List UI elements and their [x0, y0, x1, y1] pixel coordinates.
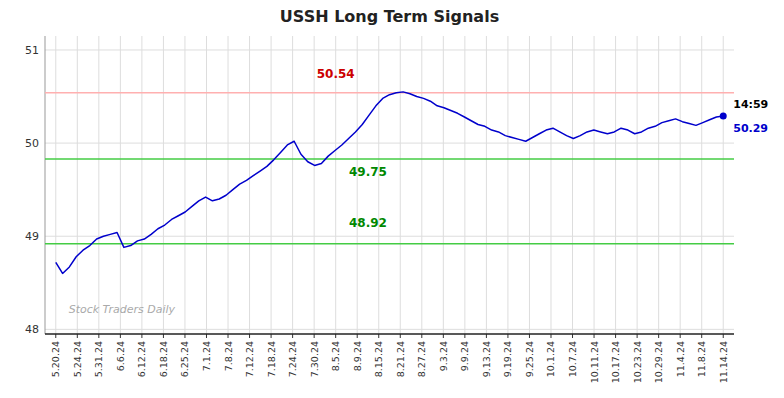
x-tick-label: 6.18.24	[158, 341, 169, 377]
grid-line	[637, 36, 638, 334]
grid-line	[378, 36, 379, 334]
grid-line	[55, 36, 56, 334]
grid-line	[45, 329, 734, 330]
grid-line	[615, 36, 616, 334]
x-tick-label: 10.17.24	[610, 341, 621, 383]
x-tick-label: 9.3.24	[438, 341, 449, 371]
x-tick-label: 10.23.24	[632, 341, 643, 383]
reference-line	[45, 243, 734, 245]
grid-line	[701, 36, 702, 334]
x-tick-label: 9.19.24	[502, 341, 513, 377]
x-tick-label: 11.14.24	[718, 341, 729, 383]
grid-line	[486, 36, 487, 334]
x-tick-label: 7.12.24	[244, 341, 255, 377]
grid-line	[45, 49, 734, 50]
x-tick-label: 10.1.24	[545, 341, 556, 377]
grid-line	[98, 36, 99, 334]
x-tick-label: 11.8.24	[696, 341, 707, 377]
grid-line	[507, 36, 508, 334]
grid-line	[443, 36, 444, 334]
x-tick-label: 10.29.24	[653, 341, 664, 383]
grid-line	[249, 36, 250, 334]
grid-line	[658, 36, 659, 334]
y-tick-label: 50	[25, 137, 39, 150]
grid-line	[357, 36, 358, 334]
x-tick-label: 11.4.24	[675, 341, 686, 377]
x-tick-label: 8.9.24	[352, 341, 363, 371]
grid-line	[421, 36, 422, 334]
y-tick-label: 48	[25, 323, 39, 336]
y-tick-label: 49	[25, 230, 39, 243]
grid-line	[163, 36, 164, 334]
grid-line	[45, 143, 734, 144]
x-tick-label: 6.12.24	[136, 341, 147, 377]
grid-line	[594, 36, 595, 334]
grid-line	[206, 36, 207, 334]
annotation: 50.54	[317, 67, 355, 81]
grid-line	[314, 36, 315, 334]
watermark: Stock Traders Daily	[69, 303, 176, 316]
x-tick-label: 9.9.24	[459, 341, 470, 371]
x-tick-label: 6.25.24	[179, 341, 190, 377]
grid-line	[141, 36, 142, 334]
x-tick-label: 5.24.24	[72, 341, 83, 377]
x-tick-label: 10.11.24	[589, 341, 600, 383]
plot-area	[45, 92, 734, 274]
x-tick-label: 8.15.24	[373, 341, 384, 377]
grid-line	[723, 36, 724, 334]
grid-line	[271, 36, 272, 334]
x-tick-label: 7.30.24	[309, 341, 320, 377]
x-tick-label: 7.18.24	[266, 341, 277, 377]
grid-line	[680, 36, 681, 334]
reference-line	[45, 92, 734, 94]
reference-line	[45, 158, 734, 160]
annotation: 49.75	[349, 165, 387, 179]
annotation: 50.29	[733, 122, 768, 135]
annotation: 48.92	[349, 216, 387, 230]
x-tick-label: 8.21.24	[395, 341, 406, 377]
x-tick-label: 5.20.24	[50, 341, 61, 377]
x-tick-label: 6.6.24	[115, 341, 126, 371]
x-tick-label: 8.27.24	[416, 341, 427, 377]
grid-line	[400, 36, 401, 334]
grid-line	[529, 36, 530, 334]
grid-line	[228, 36, 229, 334]
annotation: 14:59	[733, 98, 768, 111]
y-axis-line	[45, 36, 46, 334]
x-tick-label: 9.13.24	[481, 341, 492, 377]
grid-line	[184, 36, 185, 334]
grid-line	[550, 36, 551, 334]
grid	[45, 36, 734, 334]
last-point	[720, 113, 727, 120]
x-tick-label: 10.7.24	[567, 341, 578, 377]
title: USSH Long Term Signals	[280, 7, 499, 26]
x-tick-label: 8.5.24	[330, 341, 341, 371]
grid-line	[77, 36, 78, 334]
price-line	[56, 92, 723, 274]
grid-line	[292, 36, 293, 334]
x-tick-label: 7.1.24	[201, 341, 212, 371]
x-tick-label: 7.8.24	[223, 341, 234, 371]
x-tick-label: 9.25.24	[524, 341, 535, 377]
y-tick-label: 51	[25, 44, 39, 57]
grid-line	[464, 36, 465, 334]
x-axis-line	[45, 333, 734, 335]
grid-line	[120, 36, 121, 334]
x-tick-label: 5.31.24	[93, 341, 104, 377]
x-tick-label: 7.24.24	[287, 341, 298, 377]
grid-line	[572, 36, 573, 334]
chart: USSH Long Term Signals 48 49 50 51 5.20.24 5.2…	[0, 0, 784, 398]
